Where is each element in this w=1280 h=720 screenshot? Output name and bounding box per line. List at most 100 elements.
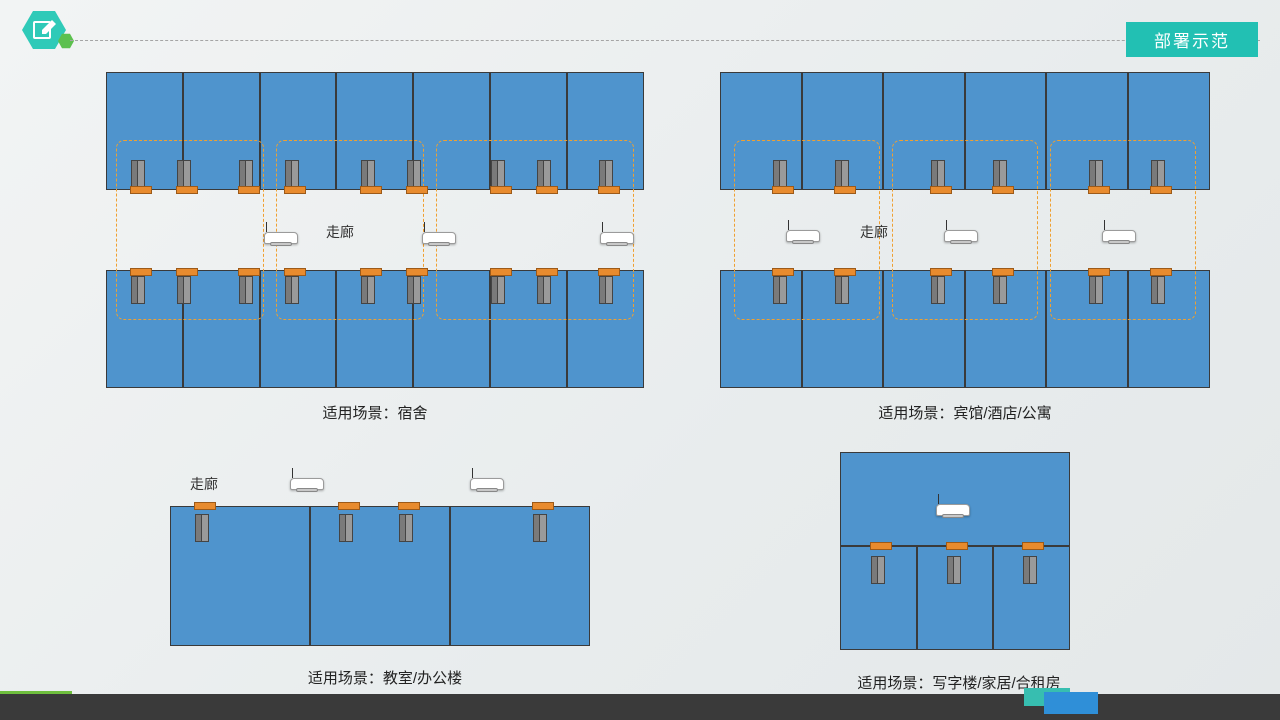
lock-icon [944, 556, 964, 582]
door-slot [834, 268, 856, 276]
door-slot [398, 502, 420, 510]
door-slot [360, 186, 382, 194]
corridor-label: 走廊 [326, 222, 354, 242]
lock-icon [1148, 160, 1168, 186]
lock-icon [404, 276, 424, 302]
edit-hex-icon [22, 8, 66, 52]
gateway-icon [944, 230, 978, 250]
door-slot [598, 186, 620, 194]
lock-icon [1086, 160, 1106, 186]
door-slot [194, 502, 216, 510]
gateway-icon [936, 504, 970, 524]
door-slot [992, 186, 1014, 194]
gateway-icon [786, 230, 820, 250]
door-slot [946, 542, 968, 550]
door-slot [772, 268, 794, 276]
footer-bar [0, 694, 1280, 720]
room [450, 506, 590, 646]
door-slot [406, 186, 428, 194]
lock-icon [174, 276, 194, 302]
door-slot [406, 268, 428, 276]
door-slot [598, 268, 620, 276]
door-slot [1088, 268, 1110, 276]
header-divider [70, 40, 1260, 41]
diagram-hotel: 走廊 适用场景：宾馆/酒店/公寓 [720, 72, 1210, 424]
door-slot [130, 268, 152, 276]
corridor-label: 走廊 [190, 474, 218, 494]
lock-icon [832, 276, 852, 302]
caption-dorm: 适用场景：宿舍 [106, 402, 644, 423]
footer-blue-accent [1044, 692, 1098, 714]
lock-icon [236, 276, 256, 302]
door-slot [130, 186, 152, 194]
lock-icon [990, 160, 1010, 186]
lock-icon [358, 160, 378, 186]
lock-icon [192, 514, 212, 540]
gateway-icon [470, 478, 504, 498]
door-slot [360, 268, 382, 276]
lock-icon [404, 160, 424, 186]
door-slot [338, 502, 360, 510]
room [170, 506, 310, 646]
door-slot [536, 186, 558, 194]
diagrams-canvas: 走廊 适用场景：宿舍 走廊 适用场景：宾馆/酒店/公寓 走廊 适用场景：教室/办… [0, 62, 1280, 682]
diagram-office: 适用场景：写字楼/家居/合租房 [840, 452, 1078, 698]
lock-icon [928, 276, 948, 302]
door-slot [1022, 542, 1044, 550]
lock-icon [128, 276, 148, 302]
lock-icon [236, 160, 256, 186]
lock-icon [128, 160, 148, 186]
door-slot [284, 268, 306, 276]
section-tag: 部署示范 [1126, 22, 1258, 57]
door-slot [1088, 186, 1110, 194]
lock-icon [534, 160, 554, 186]
door-slot [1150, 268, 1172, 276]
room [840, 452, 1070, 546]
gateway-icon [264, 232, 298, 252]
door-slot [532, 502, 554, 510]
lock-icon [1086, 276, 1106, 302]
gateway-icon [290, 478, 324, 498]
door-slot [772, 186, 794, 194]
gateway-icon [600, 232, 634, 252]
lock-icon [1148, 276, 1168, 302]
diagram-dorm: 走廊 适用场景：宿舍 [106, 72, 644, 424]
lock-icon [832, 160, 852, 186]
lock-icon [396, 514, 416, 540]
lock-icon [534, 276, 554, 302]
lock-icon [174, 160, 194, 186]
lock-icon [596, 276, 616, 302]
lock-icon [928, 160, 948, 186]
lock-icon [1020, 556, 1040, 582]
lock-icon [282, 160, 302, 186]
door-slot [238, 268, 260, 276]
lock-icon [990, 276, 1010, 302]
lock-icon [530, 514, 550, 540]
lock-icon [770, 160, 790, 186]
lock-icon [868, 556, 888, 582]
caption-hotel: 适用场景：宾馆/酒店/公寓 [720, 402, 1210, 423]
door-slot [992, 268, 1014, 276]
door-slot [238, 186, 260, 194]
door-slot [284, 186, 306, 194]
lock-icon [488, 276, 508, 302]
lock-icon [336, 514, 356, 540]
gateway-icon [1102, 230, 1136, 250]
door-slot [176, 268, 198, 276]
room [310, 506, 450, 646]
gateway-icon [422, 232, 456, 252]
caption-classroom: 适用场景：教室/办公楼 [170, 667, 600, 688]
door-slot [1150, 186, 1172, 194]
footer-green-accent [0, 691, 72, 694]
lock-icon [596, 160, 616, 186]
diagram-classroom: 走廊 适用场景：教室/办公楼 [170, 462, 600, 692]
door-slot [176, 186, 198, 194]
door-slot [536, 268, 558, 276]
lock-icon [282, 276, 302, 302]
lock-icon [488, 160, 508, 186]
lock-icon [358, 276, 378, 302]
door-slot [834, 186, 856, 194]
door-slot [930, 268, 952, 276]
lock-icon [770, 276, 790, 302]
door-slot [490, 268, 512, 276]
